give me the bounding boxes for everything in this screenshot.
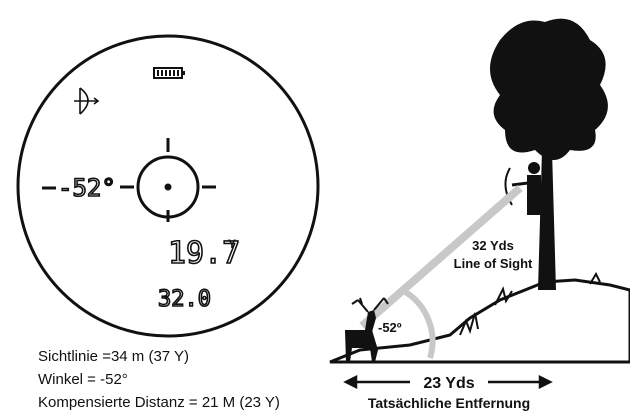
tree bbox=[490, 18, 608, 290]
distance-arrow bbox=[343, 374, 553, 390]
caption-line: Sichtlinie =34 m (37 Y) bbox=[38, 348, 189, 365]
hunter bbox=[504, 162, 541, 215]
angle-arc bbox=[400, 287, 436, 359]
display-los: 32.0 bbox=[158, 287, 211, 312]
battery-icon bbox=[153, 67, 185, 79]
true-label: Tatsächliche Entfernung bbox=[368, 395, 530, 411]
los-distance: 32 Yds bbox=[472, 238, 514, 253]
bow-icon bbox=[74, 87, 100, 115]
caption-line: Winkel = -52° bbox=[38, 371, 128, 388]
grass bbox=[459, 271, 601, 336]
deer bbox=[345, 297, 389, 362]
display-distance: 19.7 bbox=[168, 236, 240, 271]
display-unit: Y bbox=[228, 237, 236, 251]
true-distance: 23 Yds bbox=[423, 375, 474, 392]
los-label: Line of Sight bbox=[454, 256, 533, 271]
display-angle: -52° bbox=[58, 174, 116, 202]
caption-line: Kompensierte Distanz = 21 M (23 Y) bbox=[38, 394, 280, 411]
hill bbox=[329, 278, 630, 364]
scene-angle: -52º bbox=[378, 320, 402, 335]
reticle bbox=[120, 138, 216, 222]
